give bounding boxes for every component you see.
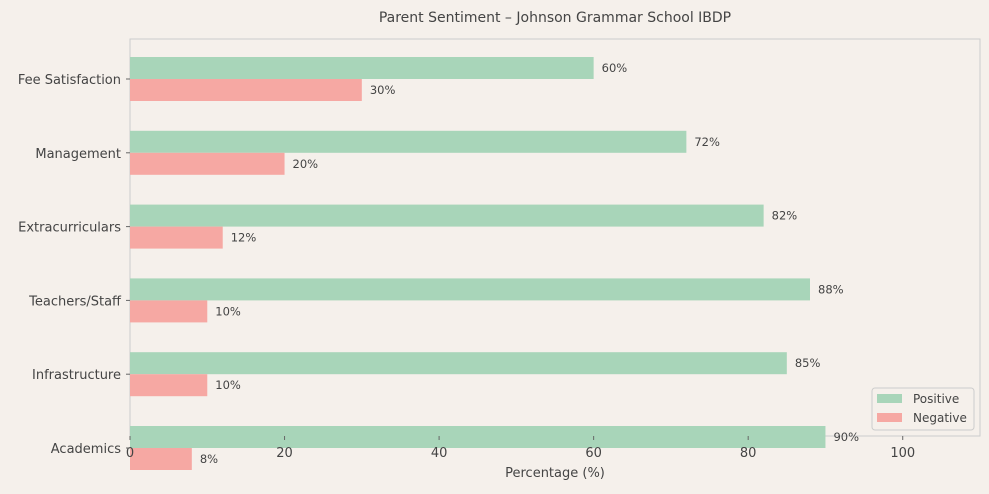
x-tick-label: 40 xyxy=(431,446,448,461)
legend-label: Positive xyxy=(913,392,959,406)
bar-value-label: 85% xyxy=(795,356,821,370)
bar-value-label: 72% xyxy=(694,135,720,149)
x-tick-label: 80 xyxy=(740,446,757,461)
bar-negative xyxy=(130,79,362,101)
y-tick-label: Academics xyxy=(51,442,121,457)
x-tick-label: 0 xyxy=(126,446,134,461)
bar-positive xyxy=(130,278,810,301)
y-tick-label: Infrastructure xyxy=(32,368,121,383)
y-tick-label: Management xyxy=(35,147,121,162)
bar-negative xyxy=(130,374,208,397)
bar-positive xyxy=(130,204,764,227)
legend-swatch xyxy=(877,394,902,403)
bar-value-label: 82% xyxy=(772,209,798,223)
bar-negative xyxy=(130,300,208,323)
bar-positive xyxy=(130,57,594,79)
bar-negative xyxy=(130,448,192,470)
bar-value-label: 10% xyxy=(215,378,241,392)
bar-negative xyxy=(130,152,285,175)
bar-positive xyxy=(130,426,826,448)
legend: Positive Negative xyxy=(871,387,975,431)
bar-value-label: 8% xyxy=(200,452,218,466)
bar-value-label: 10% xyxy=(215,304,241,318)
bar-value-label: 90% xyxy=(833,430,859,444)
bar-value-label: 12% xyxy=(231,231,257,245)
bar-positive xyxy=(130,352,787,375)
x-tick-label: 20 xyxy=(276,446,293,461)
bar-positive xyxy=(130,130,687,153)
bar-negative xyxy=(130,226,223,249)
y-tick-label: Extracurriculars xyxy=(18,221,121,236)
legend-label: Negative xyxy=(913,411,967,425)
legend-swatch xyxy=(877,413,902,422)
x-tick-label: 100 xyxy=(890,446,915,461)
y-tick-label: Teachers/Staff xyxy=(28,294,122,309)
chart-title: Parent Sentiment – Johnson Grammar Schoo… xyxy=(379,10,731,26)
x-tick-label: 60 xyxy=(585,446,602,461)
bar-value-label: 20% xyxy=(293,157,319,171)
bar-value-label: 30% xyxy=(370,83,396,97)
y-tick-label: Fee Satisfaction xyxy=(18,73,121,88)
bar-value-label: 88% xyxy=(818,282,844,296)
x-axis-label: Percentage (%) xyxy=(505,466,605,481)
bar-value-label: 60% xyxy=(602,61,628,75)
